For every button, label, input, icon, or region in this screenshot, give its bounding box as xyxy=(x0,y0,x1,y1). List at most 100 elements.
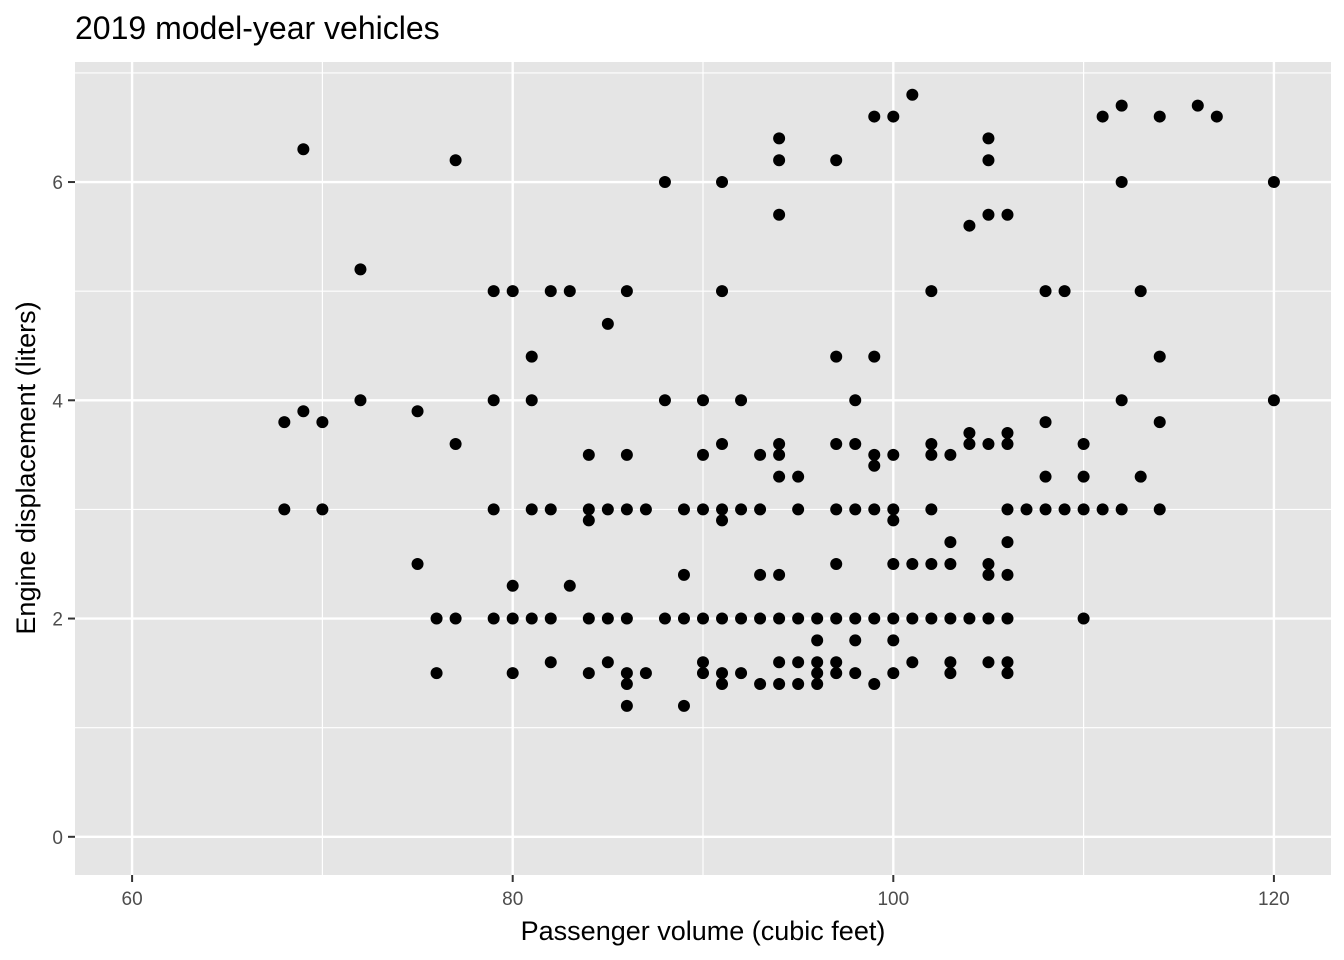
data-point xyxy=(773,470,786,483)
data-point xyxy=(716,176,729,189)
data-point xyxy=(1115,176,1128,189)
data-point xyxy=(487,285,500,298)
data-point xyxy=(830,612,843,625)
data-point xyxy=(278,503,291,516)
data-point xyxy=(639,667,652,680)
data-point xyxy=(1001,612,1014,625)
data-point xyxy=(868,110,881,123)
data-point xyxy=(1001,656,1014,669)
data-point xyxy=(754,612,767,625)
data-point xyxy=(906,656,919,669)
data-point xyxy=(963,427,976,440)
data-point xyxy=(620,667,633,680)
data-point xyxy=(849,667,862,680)
data-point xyxy=(982,208,995,221)
data-point xyxy=(982,568,995,581)
data-point xyxy=(830,667,843,680)
data-point xyxy=(697,394,709,407)
data-point xyxy=(1001,536,1014,549)
data-point xyxy=(773,678,786,691)
data-point xyxy=(887,612,900,625)
data-point xyxy=(963,219,976,232)
data-point xyxy=(1115,99,1128,112)
data-point xyxy=(506,612,519,625)
data-point xyxy=(639,503,652,516)
data-point xyxy=(716,503,729,516)
data-point xyxy=(849,612,862,625)
data-point xyxy=(697,503,709,516)
data-point xyxy=(297,143,310,156)
data-point xyxy=(1058,285,1071,298)
data-point xyxy=(906,88,919,101)
data-point xyxy=(278,416,291,429)
data-point xyxy=(658,176,671,189)
data-point xyxy=(792,678,805,691)
data-point xyxy=(735,394,748,407)
data-point xyxy=(830,154,843,167)
data-point xyxy=(735,667,748,680)
data-point xyxy=(963,612,976,625)
data-point xyxy=(582,612,595,625)
x-tick-label: 120 xyxy=(1258,889,1290,910)
x-tick-label: 80 xyxy=(502,889,523,910)
data-point xyxy=(411,405,424,418)
data-point xyxy=(754,448,767,461)
data-point xyxy=(430,667,443,680)
data-point xyxy=(354,394,367,407)
data-point xyxy=(411,557,424,570)
data-point xyxy=(773,208,786,221)
data-point xyxy=(525,503,538,516)
data-point xyxy=(525,612,538,625)
data-point xyxy=(1134,470,1147,483)
data-point xyxy=(792,503,805,516)
data-point xyxy=(925,503,938,516)
data-point xyxy=(1001,427,1014,440)
data-point xyxy=(506,667,519,680)
data-point xyxy=(1077,612,1090,625)
data-point xyxy=(1077,470,1090,483)
data-point xyxy=(1153,416,1166,429)
data-point xyxy=(1077,503,1090,516)
data-point xyxy=(811,634,824,647)
data-point xyxy=(944,448,957,461)
data-point xyxy=(601,656,614,669)
data-point xyxy=(887,667,900,680)
data-point xyxy=(544,656,557,669)
data-point xyxy=(811,678,824,691)
data-point xyxy=(982,437,995,450)
data-point xyxy=(544,503,557,516)
data-point xyxy=(1191,99,1204,112)
data-point xyxy=(1039,285,1052,298)
data-point xyxy=(1001,437,1014,450)
data-point xyxy=(1115,503,1128,516)
data-point xyxy=(601,612,614,625)
data-point xyxy=(525,394,538,407)
data-point xyxy=(506,285,519,298)
data-point xyxy=(925,285,938,298)
data-point xyxy=(487,503,500,516)
data-point xyxy=(716,667,729,680)
y-tick-label: 0 xyxy=(52,828,63,849)
data-point xyxy=(811,667,824,680)
minor-gridlines xyxy=(75,62,1331,875)
data-point xyxy=(944,536,957,549)
data-point xyxy=(1153,350,1166,363)
data-point xyxy=(849,437,862,450)
data-point xyxy=(430,612,443,625)
data-point xyxy=(830,557,843,570)
data-point xyxy=(620,699,633,712)
data-point xyxy=(773,656,786,669)
data-point xyxy=(982,612,995,625)
data-point xyxy=(982,132,995,145)
data-point xyxy=(830,503,843,516)
data-point xyxy=(1039,470,1052,483)
data-point xyxy=(1153,503,1166,516)
data-point xyxy=(925,612,938,625)
data-point xyxy=(1001,667,1014,680)
data-point xyxy=(716,514,729,527)
data-point xyxy=(1096,503,1109,516)
data-point xyxy=(1210,110,1223,123)
data-point xyxy=(754,503,767,516)
y-tick-label: 6 xyxy=(52,173,63,194)
